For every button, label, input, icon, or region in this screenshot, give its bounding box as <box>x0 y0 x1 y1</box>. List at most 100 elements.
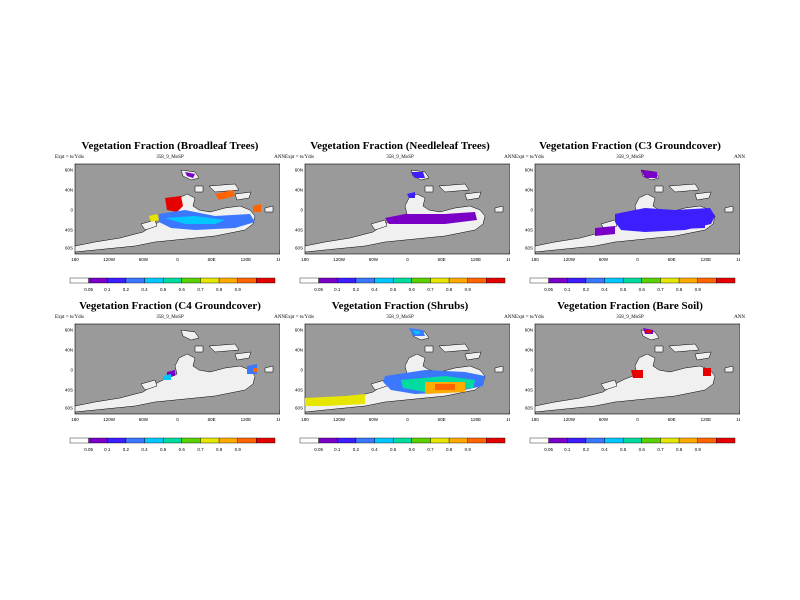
colorbar-tick-label: 0.6 <box>639 447 646 452</box>
x-tick-label: 0 <box>636 257 639 262</box>
x-tick-label: 60W <box>369 417 379 422</box>
colorbar-tick-label: 0.7 <box>197 447 204 452</box>
colorbar-swatch <box>355 437 375 444</box>
colorbar-swatch <box>641 277 661 284</box>
chart-title: Vegetation Fraction (C4 Groundcover) <box>79 300 261 312</box>
island <box>370 219 388 231</box>
colorbar-tick-label: 0.6 <box>179 447 186 452</box>
island <box>264 365 274 373</box>
colorbar-swatch <box>374 277 394 284</box>
x-tick-label: 180 <box>506 417 510 422</box>
island <box>724 365 734 373</box>
colorbar-tick-label: 0.05 <box>544 447 553 452</box>
colorbar-swatch <box>448 277 468 284</box>
vegetation-patch <box>413 330 421 334</box>
y-tick-label: 60N <box>65 168 73 173</box>
chart-panel: Vegetation Fraction (Bare Soil) Expt = ts… <box>515 300 745 460</box>
y-tick-label: 40N <box>525 348 533 353</box>
colorbar-swatch <box>162 437 183 444</box>
y-tick-label: 0 <box>530 368 533 373</box>
map-plot: 60N 40N 0 40S 60S 180 120W 60W 0 60E 120E 180 <box>295 323 510 422</box>
vegetation-patch <box>645 330 651 333</box>
vegetation-patch <box>411 172 425 178</box>
colorbar-swatch <box>88 437 108 444</box>
x-tick-label: 180 <box>301 417 309 422</box>
vegetation-patch <box>407 192 415 198</box>
colorbar-swatch <box>548 277 568 284</box>
island <box>194 185 204 193</box>
colorbar-swatch <box>256 277 276 284</box>
expt-label: Expt = ts/Ydis <box>55 315 84 320</box>
colorbar-swatch <box>529 437 549 444</box>
colorbar-swatch <box>660 277 680 284</box>
colorbar-swatch <box>641 437 661 444</box>
island <box>140 379 158 391</box>
colorbar-swatch <box>467 437 487 444</box>
colorbar-tick-label: 0.4 <box>141 447 148 452</box>
x-tick-label: 0 <box>636 417 639 422</box>
expt-label: Expt = ts/Ydis <box>55 155 84 160</box>
vegetation-patch <box>253 204 261 212</box>
colorbar-tick-label: 0.05 <box>544 287 553 292</box>
chart-panel: Vegetation Fraction (Broadleaf Trees) Exp… <box>55 140 285 300</box>
x-tick-label: 60W <box>599 257 609 262</box>
map-plot: 60N 40N 0 40S 60S 180 120W 60W 0 60E 120E 180 <box>295 163 510 262</box>
colorbar-tick-label: 0.1 <box>564 287 571 292</box>
colorbar: 0.05 0.1 0.2 0.4 0.5 0.6 0.7 0.8 0.9 <box>69 437 276 452</box>
colorbar-tick-label: 0.8 <box>216 447 223 452</box>
map-plot: 60N 40N 0 40S 60S 180 120W 60W 0 60E 120E 180 <box>65 323 280 422</box>
vegetation-patch <box>185 172 195 178</box>
colorbar-swatch <box>256 437 276 444</box>
x-tick-label: 120W <box>103 417 116 422</box>
colorbar-swatch <box>448 437 468 444</box>
x-tick-label: 180 <box>531 417 539 422</box>
x-tick-label: 180 <box>301 257 309 262</box>
colorbar-swatch <box>144 437 164 444</box>
island <box>694 191 712 201</box>
colorbar-tick-label: 0.2 <box>583 287 590 292</box>
y-tick-label: 40S <box>525 228 533 233</box>
colorbar: 0.05 0.1 0.2 0.4 0.5 0.6 0.7 0.8 0.9 <box>299 277 506 292</box>
colorbar-tick-label: 0.05 <box>314 287 323 292</box>
vegetation-patch <box>655 218 705 230</box>
x-tick-label: 120E <box>241 417 252 422</box>
y-tick-label: 40N <box>295 348 303 353</box>
y-tick-label: 40S <box>295 228 303 233</box>
island <box>600 379 618 391</box>
colorbar-tick-label: 0.7 <box>427 287 434 292</box>
vegetation-patch <box>215 190 235 200</box>
colorbar: 0.05 0.1 0.2 0.4 0.5 0.6 0.7 0.8 0.9 <box>299 437 506 452</box>
island <box>140 219 158 231</box>
island <box>694 351 712 361</box>
colorbar-swatch <box>697 277 717 284</box>
colorbar-swatch <box>411 277 431 284</box>
map-plot: 60N 40N 0 40S 60S 180 120W 60W 0 60E 120E 180 <box>525 323 740 422</box>
island <box>438 183 470 193</box>
chart-panel: Vegetation Fraction (Shrubs) Expt = ts/Yd… <box>285 300 515 460</box>
x-tick-label: 180 <box>71 417 79 422</box>
island <box>194 345 204 353</box>
colorbar-tick-label: 0.4 <box>601 447 608 452</box>
chart-title: Vegetation Fraction (Bare Soil) <box>557 300 703 312</box>
colorbar-tick-label: 0.9 <box>465 447 472 452</box>
y-tick-label: 0 <box>300 368 303 373</box>
x-tick-label: 180 <box>736 257 740 262</box>
colorbar-swatch <box>107 437 127 444</box>
colorbar-swatch <box>355 277 375 284</box>
season-label: ANN <box>734 155 745 160</box>
colorbar-swatch <box>218 437 238 444</box>
colorbar-swatch <box>200 437 220 444</box>
chart-subtitle: 358_9_MoSP <box>386 155 414 160</box>
colorbar-swatch <box>678 277 698 284</box>
colorbar-swatch <box>107 277 127 284</box>
colorbar-swatch <box>237 437 257 444</box>
island <box>654 185 664 193</box>
colorbar-tick-label: 0.4 <box>141 287 148 292</box>
colorbar-tick-label: 0.1 <box>104 447 111 452</box>
x-tick-label: 60E <box>668 257 676 262</box>
colorbar-swatch <box>88 277 108 284</box>
colorbar-swatch <box>299 437 319 444</box>
vegetation-patch <box>631 370 643 378</box>
x-tick-label: 0 <box>406 417 409 422</box>
colorbar-tick-label: 0.1 <box>104 287 111 292</box>
